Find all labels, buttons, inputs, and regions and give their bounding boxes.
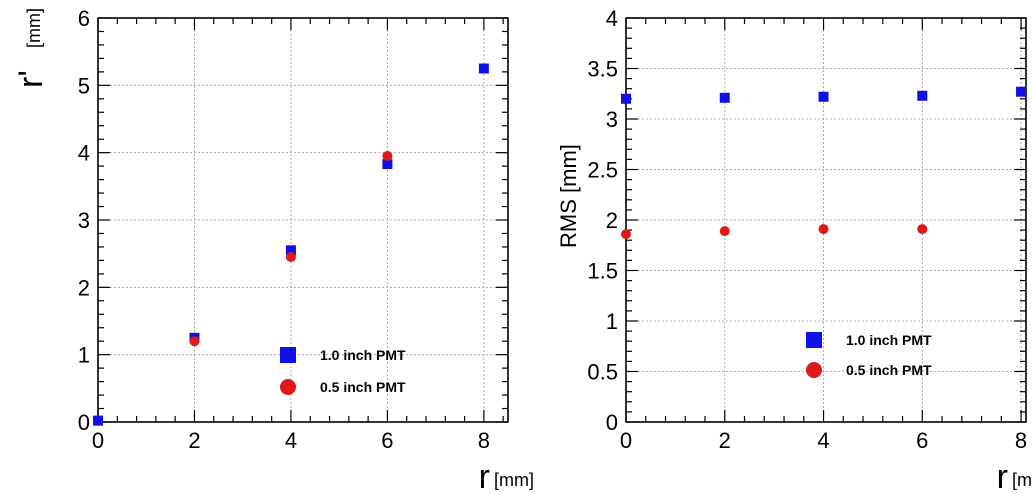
- y-tick-label: 2.5: [587, 158, 618, 183]
- ticks: [97, 17, 508, 423]
- legend-label: 0.5 inch PMT: [320, 379, 406, 395]
- legend: 1.0 inch PMT 0.5 inch PMT: [806, 332, 932, 378]
- y-tick-label: 4: [78, 141, 90, 166]
- data-point-circle: [189, 336, 200, 347]
- x-tick-label: 0: [92, 428, 104, 453]
- series-1: [621, 86, 1027, 104]
- y-axis-unit: [mm]: [24, 8, 44, 48]
- y-tick-label: 0.5: [587, 360, 618, 385]
- y-tick-label: 0: [606, 410, 618, 435]
- x-tick-label: 8: [1015, 428, 1027, 453]
- data-point-square: [818, 91, 829, 102]
- series-2: [621, 224, 928, 240]
- data-point-circle: [917, 224, 928, 235]
- data-point-square: [719, 92, 730, 103]
- y-tick-label: 3: [78, 208, 90, 233]
- data-point-square: [382, 159, 393, 170]
- x-tick-label: 6: [381, 428, 393, 453]
- y-tick-label: 2: [78, 275, 90, 300]
- x-axis-title: r: [997, 458, 1008, 494]
- data-point-square: [285, 245, 296, 256]
- x-tick-label: 8: [478, 428, 490, 453]
- legend-marker-circle: [806, 362, 822, 378]
- x-tick-label: 4: [285, 428, 297, 453]
- legend-marker-square: [806, 332, 822, 348]
- y-axis-title: RMS [mm]: [556, 144, 581, 248]
- data-point-square: [478, 63, 489, 74]
- data-point-circle: [621, 229, 631, 240]
- legend-label: 1.0 inch PMT: [320, 347, 406, 363]
- data-point-square: [917, 90, 928, 101]
- y-tick-label: 1.5: [587, 259, 618, 284]
- gridlines: [98, 18, 508, 422]
- y-axis-title: r': [12, 70, 50, 88]
- series-2: [189, 151, 393, 347]
- y-tick-label: 4: [606, 6, 618, 31]
- x-tick-label: 6: [916, 428, 928, 453]
- data-point-circle: [382, 151, 393, 162]
- y-tick-label: 3: [606, 107, 618, 132]
- ticks: [625, 17, 1026, 423]
- chart-panel-2: 0 2 4 6 8 0 0.5 1 1.5 2 2.5 3 3.5 4 r[mm] RMS [mm] 1.0 i…: [556, 6, 1032, 494]
- y-tick-label: 0: [78, 410, 90, 435]
- x-tick-label: 2: [188, 428, 200, 453]
- x-axis-unit: [mm]: [494, 470, 534, 490]
- x-tick-label: 4: [817, 428, 829, 453]
- legend-label: 0.5 inch PMT: [846, 362, 932, 378]
- x-tick-label: 2: [719, 428, 731, 453]
- data-point-square: [1016, 86, 1027, 97]
- data-point-square: [93, 415, 103, 426]
- legend: 1.0 inch PMT 0.5 inch PMT: [280, 347, 406, 395]
- gridlines: [626, 18, 1026, 422]
- legend-marker-circle: [280, 379, 296, 395]
- y-tick-label: 6: [78, 6, 90, 31]
- y-tick-label: 1: [78, 343, 90, 368]
- legend-label: 1.0 inch PMT: [846, 332, 932, 348]
- y-tick-label: 1: [606, 309, 618, 334]
- x-tick-label: 0: [620, 428, 632, 453]
- y-tick-label: 2: [606, 208, 618, 233]
- data-point-circle: [818, 224, 829, 235]
- y-tick-label: 5: [78, 73, 90, 98]
- data-point-square: [621, 93, 631, 104]
- x-axis-unit: [mm]: [1012, 470, 1032, 490]
- y-tick-label: 3.5: [587, 57, 618, 82]
- data-point-circle: [719, 226, 730, 237]
- legend-marker-square: [280, 347, 296, 363]
- x-axis-title: r: [479, 458, 490, 494]
- data-point-circle: [285, 252, 296, 263]
